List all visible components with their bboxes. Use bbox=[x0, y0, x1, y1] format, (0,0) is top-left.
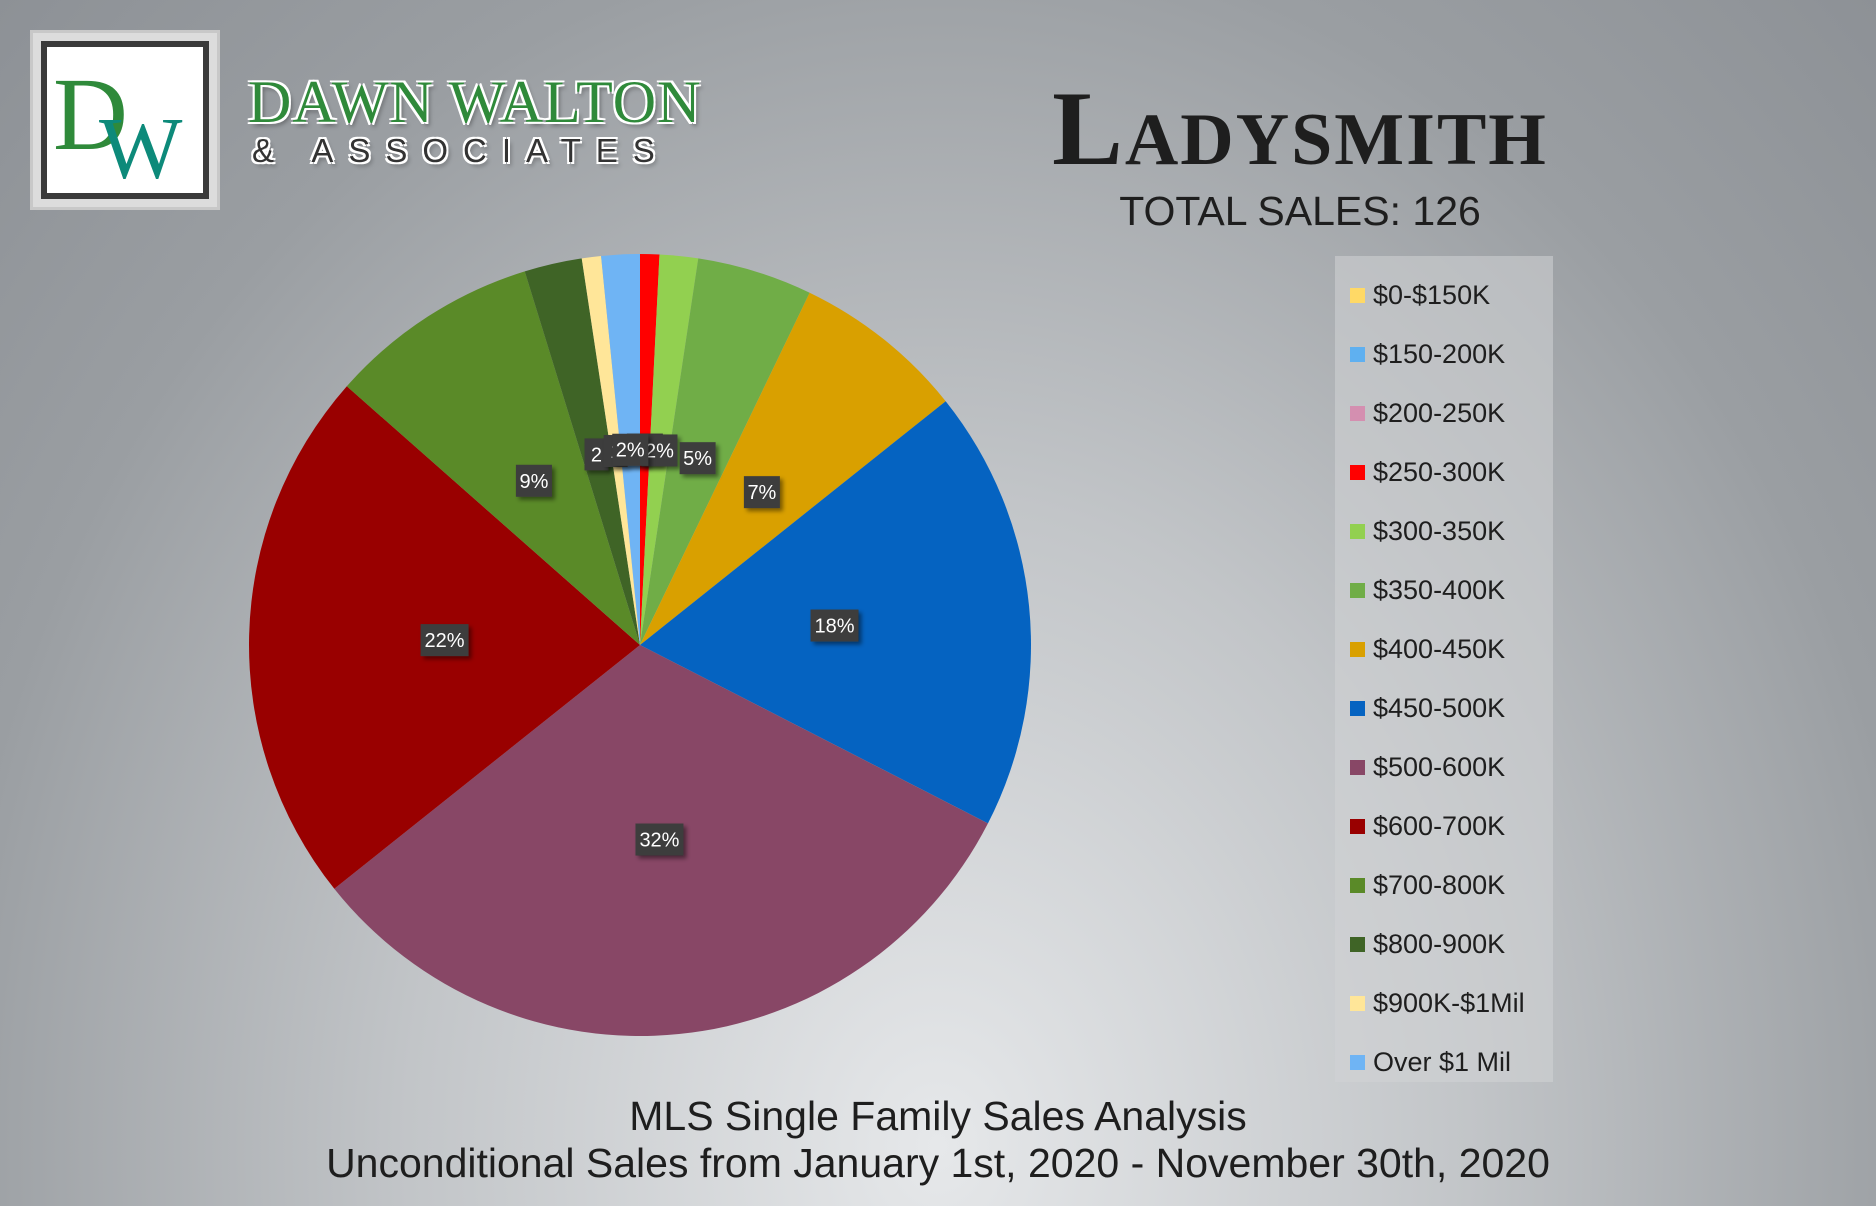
svg-text:2%: 2% bbox=[616, 440, 645, 462]
legend-swatch bbox=[1350, 583, 1365, 598]
total-sales: TOTAL SALES: 126 bbox=[1119, 188, 1481, 234]
legend-item: $600-700K bbox=[1335, 797, 1553, 856]
legend-label: $300-350K bbox=[1373, 516, 1506, 546]
svg-text:5%: 5% bbox=[683, 448, 712, 470]
pie-data-label: 5% bbox=[679, 442, 716, 475]
footer-title: MLS Single Family Sales Analysis bbox=[629, 1093, 1247, 1139]
pie-slices bbox=[249, 254, 1031, 1036]
svg-text:18%: 18% bbox=[815, 616, 855, 638]
pie-data-labels: 1%2%5%7%18%32%22%9%212% bbox=[420, 433, 859, 856]
pie-data-label: 22% bbox=[420, 624, 469, 657]
legend-label: Over $1 Mil bbox=[1373, 1047, 1512, 1077]
logo-frame: D W bbox=[41, 41, 209, 199]
footer-date-range: Unconditional Sales from January 1st, 20… bbox=[326, 1140, 1550, 1186]
legend-label: $250-300K bbox=[1373, 457, 1506, 487]
legend-item: $700-800K bbox=[1335, 856, 1553, 915]
legend-swatch bbox=[1350, 288, 1365, 303]
svg-text:32%: 32% bbox=[639, 830, 679, 852]
svg-text:2%: 2% bbox=[645, 440, 674, 462]
legend-item: $450-500K bbox=[1335, 679, 1553, 738]
legend-item: $350-400K bbox=[1335, 561, 1553, 620]
legend-label: $200-250K bbox=[1373, 398, 1506, 428]
legend-item: $800-900K bbox=[1335, 915, 1553, 974]
pie-data-label: 7% bbox=[743, 476, 780, 509]
legend-item: $300-350K bbox=[1335, 502, 1553, 561]
pie-data-label: 18% bbox=[810, 609, 859, 642]
legend-swatch bbox=[1350, 878, 1365, 893]
svg-text:9%: 9% bbox=[519, 471, 548, 493]
logo: D W bbox=[30, 30, 220, 210]
legend-label: $700-800K bbox=[1373, 870, 1506, 900]
pie-slice bbox=[640, 258, 810, 645]
legend-item: $150-200K bbox=[1335, 325, 1553, 384]
legend-swatch bbox=[1350, 996, 1365, 1011]
brand-subtitle: & ASSOCIATES bbox=[252, 132, 670, 169]
legend-swatch bbox=[1350, 406, 1365, 421]
legend-swatch bbox=[1350, 760, 1365, 775]
legend-item: $500-600K bbox=[1335, 738, 1553, 797]
legend-swatch bbox=[1350, 642, 1365, 657]
legend-label: $400-450K bbox=[1373, 634, 1506, 664]
legend-swatch bbox=[1350, 1055, 1365, 1070]
brand-name: DAWN WALTON bbox=[248, 69, 702, 135]
legend-swatch bbox=[1350, 347, 1365, 362]
pie-data-label: 32% bbox=[635, 823, 684, 856]
chart-legend: $0-$150K $150-200K $200-250K $250-300K $300-… bbox=[1335, 256, 1553, 1082]
legend-swatch bbox=[1350, 465, 1365, 480]
legend-item: $900K-$1Mil bbox=[1335, 974, 1553, 1033]
legend-label: $900K-$1Mil bbox=[1373, 988, 1525, 1018]
logo-letter-d: D bbox=[53, 58, 128, 172]
legend-swatch bbox=[1350, 701, 1365, 716]
svg-text:7%: 7% bbox=[747, 482, 776, 504]
logo-letter-w: W bbox=[99, 100, 183, 193]
legend-label: $600-700K bbox=[1373, 811, 1506, 841]
logo-monogram: D W bbox=[53, 58, 183, 193]
legend-label: $350-400K bbox=[1373, 575, 1506, 605]
legend-label: $800-900K bbox=[1373, 929, 1506, 959]
legend-item: $250-300K bbox=[1335, 443, 1553, 502]
legend-item: Over $1 Mil bbox=[1335, 1033, 1553, 1092]
pie-slice bbox=[640, 292, 946, 645]
legend-item: $400-450K bbox=[1335, 620, 1553, 679]
pie-data-label: 9% bbox=[515, 464, 552, 497]
legend-label: $500-600K bbox=[1373, 752, 1506, 782]
pie-data-label: 2% bbox=[612, 433, 649, 466]
pie-slice bbox=[346, 271, 640, 645]
page-title: Ladysmith bbox=[1052, 70, 1548, 187]
legend-label: $150-200K bbox=[1373, 339, 1506, 369]
svg-text:2: 2 bbox=[591, 444, 602, 466]
pie-chart: 1%2%5%7%18%32%22%9%212% bbox=[249, 254, 1031, 1036]
legend-label: $0-$150K bbox=[1373, 280, 1491, 310]
legend-swatch bbox=[1350, 937, 1365, 952]
legend-swatch bbox=[1350, 819, 1365, 834]
legend-item: $0-$150K bbox=[1335, 266, 1553, 325]
legend-item: $200-250K bbox=[1335, 384, 1553, 443]
pie-slice bbox=[524, 258, 640, 645]
legend-label: $450-500K bbox=[1373, 693, 1506, 723]
svg-text:22%: 22% bbox=[425, 630, 465, 652]
legend-swatch bbox=[1350, 524, 1365, 539]
